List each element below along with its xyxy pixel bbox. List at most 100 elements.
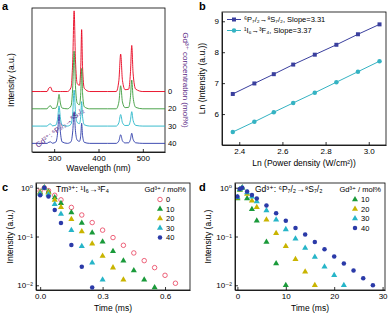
- data-point: [100, 276, 106, 281]
- x-axis-title: Time (ms): [94, 303, 132, 313]
- x-axis-title: Wavelength (nm): [66, 163, 131, 173]
- tick-mark: [222, 83, 225, 84]
- x-axis: 300400500: [33, 149, 166, 163]
- data-point: [303, 232, 308, 237]
- series-label: 40: [168, 139, 176, 148]
- data-point: [59, 221, 64, 226]
- tick-mark: [369, 142, 370, 145]
- data-point: [100, 228, 105, 233]
- tick-mark: [103, 287, 104, 290]
- tick: 10⁻¹: [17, 233, 39, 242]
- tick: 0: [236, 287, 241, 301]
- tick: 400: [92, 149, 106, 163]
- legend-label: 30: [166, 224, 174, 233]
- data-point: [283, 282, 289, 287]
- series-line: [32, 90, 165, 126]
- tick-label: 500: [137, 154, 151, 163]
- data-point: [312, 282, 318, 287]
- y-axis-title: Intensity (a.u.): [5, 209, 15, 263]
- data-point: [312, 253, 318, 258]
- y-axis: 10⁻²10⁻¹10⁰: [17, 184, 39, 291]
- data-point: [302, 245, 308, 250]
- data-point: [273, 216, 279, 221]
- x-axis-title: Time (ms): [291, 303, 329, 313]
- data-point: [378, 22, 382, 26]
- data-point: [284, 219, 289, 224]
- tick-label: 10⁻¹: [17, 233, 33, 242]
- data-point: [110, 248, 116, 253]
- data-point: [131, 267, 137, 272]
- y2-axis-title: Gd³⁺ concentration (mol%): [181, 32, 190, 128]
- axis-line: [236, 290, 386, 291]
- tick-label: 20: [330, 292, 339, 301]
- series-label: 0: [168, 87, 172, 96]
- data-point: [292, 256, 298, 261]
- series-line: [233, 24, 380, 94]
- data-point: [283, 243, 289, 248]
- tick-mark: [383, 287, 384, 290]
- legend-item: 10: [352, 195, 369, 204]
- data-point: [342, 261, 347, 266]
- panel-label: d: [199, 181, 206, 193]
- tick: 9: [215, 17, 225, 26]
- data-point: [273, 260, 279, 265]
- plot-area: [231, 22, 382, 134]
- legend-label: 0: [166, 195, 170, 204]
- tick: 6: [215, 110, 225, 119]
- data-point: [41, 184, 47, 189]
- legend-marker: [157, 215, 163, 220]
- data-point: [80, 213, 85, 218]
- data-point: [89, 229, 95, 234]
- data-point: [141, 276, 147, 281]
- data-point: [283, 226, 289, 231]
- legend-title: Gd³⁺ / mol%: [340, 185, 382, 194]
- data-point: [58, 204, 64, 209]
- legend-label: ¹I₆→³F₄, Slope=3.37: [244, 26, 312, 35]
- data-point: [334, 43, 338, 47]
- tick-label: 0.0: [35, 292, 47, 301]
- data-point: [163, 273, 168, 278]
- tick: 3.0: [364, 142, 376, 156]
- data-point: [254, 217, 260, 222]
- series-line: [32, 51, 165, 109]
- tick-mark: [235, 285, 238, 286]
- data-point: [292, 235, 298, 240]
- data-point: [273, 230, 279, 235]
- series-line: [233, 61, 380, 132]
- plot-area: [32, 11, 165, 143]
- y-axis-title: Intensity (a.u.): [6, 53, 16, 107]
- data-point: [263, 216, 269, 221]
- tick-mark: [222, 52, 225, 53]
- legend-item: 20: [157, 214, 174, 223]
- panel: 2.42.62.83.06789Ln (Power density (W/cm²…: [197, 0, 387, 168]
- tick-label: 3.0: [364, 147, 376, 156]
- legend-label: 20: [166, 214, 174, 223]
- data-point: [79, 243, 85, 248]
- data-point: [69, 205, 74, 210]
- tick-label: 400: [92, 154, 106, 163]
- data-point: [377, 59, 382, 64]
- legend-marker: [232, 28, 237, 33]
- tick-mark: [222, 114, 225, 115]
- chart-title: Gd³⁺: ⁶P₇/₂→⁸S₇/₂: [255, 184, 322, 194]
- tick: 0.6: [160, 287, 172, 301]
- tick-label: 10: [282, 292, 291, 301]
- legend-label: 20: [361, 205, 369, 214]
- tick-mark: [165, 287, 166, 290]
- data-point: [46, 194, 51, 199]
- data-point: [313, 53, 317, 57]
- tick-mark: [237, 287, 238, 290]
- panel: 300400500Wavelength (nm)Intensity (a.u.)…: [2, 0, 190, 173]
- data-point: [263, 239, 269, 244]
- legend-item: 40: [353, 224, 370, 233]
- data-point: [89, 259, 95, 264]
- tick: 10⁰: [220, 184, 238, 193]
- data-point: [332, 254, 337, 259]
- data-point: [302, 268, 308, 273]
- series-label: 20: [168, 104, 176, 113]
- data-point: [100, 252, 106, 257]
- tick-mark: [36, 237, 39, 238]
- tick: 7: [215, 79, 225, 88]
- tick-mark: [143, 149, 144, 152]
- tick-mark: [282, 142, 283, 145]
